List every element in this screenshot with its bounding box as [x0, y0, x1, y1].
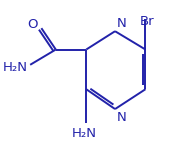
Text: H₂N: H₂N — [3, 61, 28, 74]
Text: Br: Br — [140, 15, 154, 28]
Text: H₂N: H₂N — [72, 127, 97, 140]
Text: N: N — [117, 111, 126, 124]
Text: N: N — [117, 17, 126, 30]
Text: O: O — [27, 18, 37, 31]
